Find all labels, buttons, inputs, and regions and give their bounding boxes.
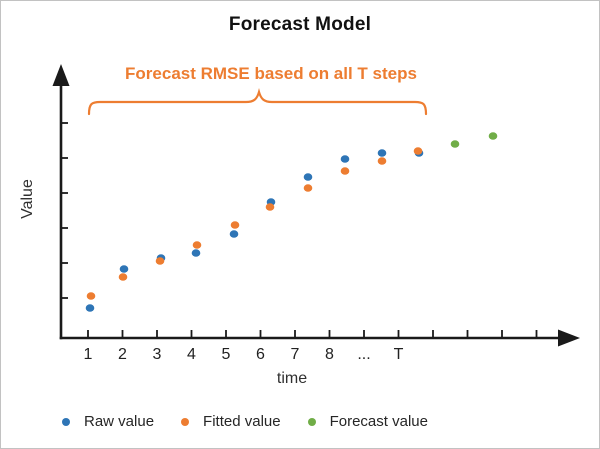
legend-item-raw-value: Raw value xyxy=(62,413,154,430)
legend-dot-icon xyxy=(307,417,316,426)
x-tick-label: 3 xyxy=(153,346,162,363)
legend-dot-icon xyxy=(62,417,70,426)
data-point-raw xyxy=(119,265,129,273)
data-point-raw xyxy=(340,155,350,163)
y-axis-label: Value xyxy=(19,179,36,219)
data-point-raw xyxy=(85,304,95,312)
data-point-fitted xyxy=(265,203,275,211)
data-point-fitted xyxy=(86,292,96,300)
x-tick-label: T xyxy=(394,346,404,363)
data-point-raw xyxy=(377,149,387,157)
legend-item-forecast-value: Forecast value xyxy=(307,413,428,430)
data-point-fitted xyxy=(413,147,423,155)
legend-item-fitted-value: Fitted value xyxy=(181,413,281,430)
data-point-forecast xyxy=(450,140,460,148)
data-point-fitted xyxy=(155,257,165,265)
rmse-brace xyxy=(87,87,428,116)
x-tick-label: 4 xyxy=(187,346,196,363)
legend-label: Fitted value xyxy=(203,413,281,430)
x-tick-label: 8 xyxy=(325,346,334,363)
data-point-fitted xyxy=(230,221,240,229)
x-tick-label: 6 xyxy=(256,346,265,363)
x-axis-arrowhead xyxy=(558,329,580,347)
data-point-raw xyxy=(303,173,313,181)
data-point-fitted xyxy=(340,167,350,175)
x-axis-label: time xyxy=(276,370,308,387)
x-tick-label: ... xyxy=(357,346,370,363)
x-tick-label: 2 xyxy=(118,346,127,363)
data-point-fitted xyxy=(118,273,128,281)
data-point-fitted xyxy=(377,157,387,165)
legend-dot-icon xyxy=(181,417,190,426)
x-tick-label: 5 xyxy=(222,346,231,363)
data-point-forecast xyxy=(488,132,498,140)
y-axis-arrowhead xyxy=(52,64,70,86)
legend: Raw value Fitted value Forecast value xyxy=(62,413,428,430)
legend-label: Raw value xyxy=(84,413,155,430)
x-tick-label: 1 xyxy=(84,346,93,363)
data-point-raw xyxy=(191,249,201,257)
data-point-fitted xyxy=(303,184,313,192)
data-point-fitted xyxy=(192,241,202,249)
chart-title: Forecast Model xyxy=(228,14,372,35)
rmse-annotation-text: Forecast RMSE based on all T steps xyxy=(125,64,417,83)
data-point-raw xyxy=(229,230,239,238)
legend-label: Forecast value xyxy=(329,413,428,430)
x-tick-label: 7 xyxy=(291,346,300,363)
